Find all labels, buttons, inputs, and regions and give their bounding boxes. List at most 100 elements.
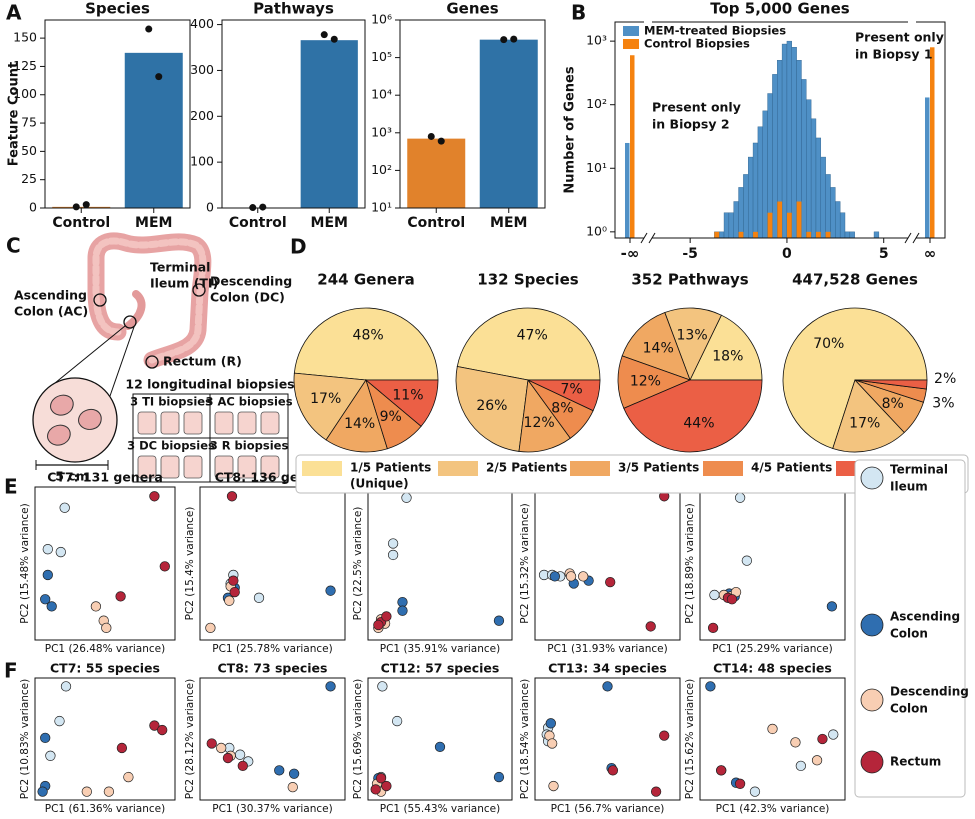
- data-point: [734, 778, 746, 789]
- data-point: [547, 738, 558, 749]
- site-label: Ascending: [14, 288, 87, 303]
- data-point: [206, 738, 217, 749]
- legend-label: (Unique): [350, 477, 409, 491]
- x-axis-label: PC1 (35.91% variance): [380, 643, 500, 655]
- slice-label: 14%: [344, 416, 375, 432]
- y-axis-label: PC2 (15.62% variance): [684, 679, 696, 799]
- data-point: [811, 755, 823, 766]
- data-point: [325, 681, 336, 692]
- histogram-bar: [743, 174, 749, 239]
- data-point: [381, 611, 392, 622]
- biopsy-icon: [78, 408, 102, 430]
- annotation: in Biopsy 1: [855, 47, 933, 62]
- axis-break: [904, 232, 912, 244]
- data-point: [705, 681, 716, 692]
- data-point: [434, 741, 446, 752]
- data-point: [659, 730, 670, 741]
- data-point: [157, 724, 168, 736]
- histogram-bar: [753, 231, 758, 238]
- chart-title: Genes: [446, 0, 498, 18]
- bar: [479, 39, 538, 208]
- chart-title: 244 Genera: [317, 271, 414, 289]
- infinite-bar: [925, 97, 930, 239]
- x-tick-label: MEM: [490, 215, 527, 231]
- plot-frame: [367, 677, 513, 801]
- x-tick-label: 5: [879, 246, 889, 262]
- histogram-bar: [796, 201, 802, 238]
- y-tick-label: 150: [13, 30, 37, 45]
- chart-title: Species: [85, 0, 150, 18]
- y-axis-label: PC2 (15.4% variance): [184, 507, 196, 621]
- histogram-bar: [825, 174, 831, 239]
- chart-title: CT14: 48 species: [713, 661, 832, 676]
- infinite-bar: [630, 55, 635, 239]
- site-label: Terminal: [150, 260, 210, 275]
- histogram-bar: [767, 212, 773, 238]
- slice-label: 13%: [677, 327, 708, 343]
- data-point: [145, 25, 153, 33]
- y-axis-label: PC2 (18.54% variance): [519, 679, 531, 799]
- legend-label: Ileum: [890, 480, 928, 494]
- histogram-bar: [806, 99, 812, 239]
- data-point: [707, 622, 719, 633]
- biopsy-tubes: [137, 411, 280, 479]
- y-axis-label: PC2 (22.5% variance): [352, 507, 364, 621]
- histogram-bar: [748, 156, 754, 239]
- chart-title: CT13: 34 species: [548, 661, 667, 676]
- data-point: [90, 601, 102, 612]
- x-tick-label: Control: [229, 215, 287, 231]
- histogram-bar: [728, 212, 734, 239]
- y-tick-label: 10⁶: [371, 12, 392, 27]
- data-point: [790, 737, 801, 748]
- data-point: [749, 786, 761, 797]
- data-point: [116, 742, 128, 754]
- legend-swatch: [623, 26, 639, 36]
- legend-label: Control Biopsies: [644, 37, 750, 51]
- y-tick-label: 200: [190, 108, 214, 123]
- data-point: [734, 492, 746, 503]
- plot-frame: [221, 19, 366, 209]
- legend-marker: [860, 688, 884, 712]
- data-point: [228, 575, 239, 586]
- colon-folds: [92, 237, 207, 364]
- data-point: [826, 601, 838, 612]
- histogram-bar: [825, 231, 831, 238]
- y-axis-label: PC2 (10.83% variance): [19, 679, 31, 799]
- data-point: [59, 502, 70, 513]
- data-point: [375, 773, 387, 784]
- data-point: [45, 750, 56, 761]
- data-point: [709, 589, 720, 601]
- histogram-bar: [738, 187, 744, 239]
- bar: [300, 40, 358, 208]
- data-point: [216, 742, 227, 754]
- infinite-bar: [930, 47, 935, 239]
- annotation: in Biopsy 2: [652, 117, 730, 132]
- data-point: [149, 491, 160, 502]
- legend-label: Descending: [890, 685, 969, 699]
- data-point: [828, 729, 839, 740]
- plot-frame: [534, 677, 681, 801]
- pie-slice: [527, 379, 601, 412]
- y-tick-label: 10⁴: [371, 87, 392, 102]
- zoom-circle: [32, 377, 118, 463]
- legend-label: Colon: [890, 702, 928, 716]
- y-tick-label: 10²: [371, 162, 392, 177]
- slice-label: 12%: [524, 415, 555, 431]
- legend-frame: [854, 459, 966, 798]
- axis-break: [644, 236, 652, 240]
- data-point: [149, 720, 160, 731]
- histogram-bar: [738, 231, 744, 238]
- slice-label: 18%: [712, 348, 743, 364]
- y-tick-label: 125: [13, 58, 37, 73]
- chart-title: CT12: 57 species: [381, 661, 500, 676]
- plot-frame: [699, 486, 846, 641]
- histogram-bar: [718, 231, 725, 239]
- data-point: [605, 576, 616, 588]
- pie-slice: [293, 372, 367, 441]
- x-tick-label: Control: [407, 215, 465, 231]
- x-tick-label: MEM: [135, 215, 172, 231]
- data-point: [578, 571, 589, 582]
- pie-slice: [364, 379, 439, 427]
- data-point: [274, 765, 285, 776]
- data-point: [548, 780, 559, 792]
